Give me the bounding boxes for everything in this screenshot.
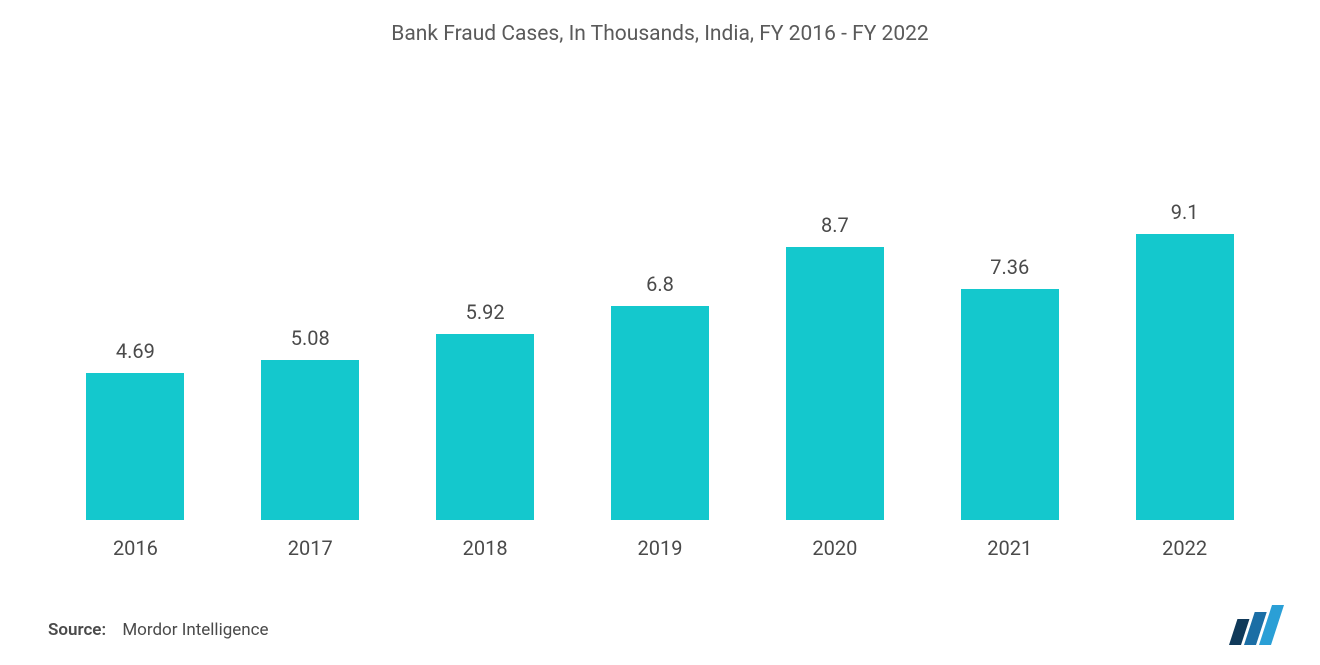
bar-value-label: 4.69	[116, 339, 155, 363]
chart-container: Bank Fraud Cases, In Thousands, India, F…	[0, 0, 1320, 665]
x-axis-label: 2020	[747, 536, 922, 560]
bar-rect	[86, 373, 184, 520]
x-axis-label: 2018	[398, 536, 573, 560]
plot-area: 4.69 5.08 5.92 6.8 8.7 7.36 9.1	[48, 80, 1272, 520]
x-axis-labels: 2016201720182019202020212022	[48, 536, 1272, 560]
x-axis-label: 2017	[223, 536, 398, 560]
bar-rect	[1136, 234, 1234, 520]
bar-value-label: 7.36	[990, 255, 1029, 279]
bar-rect	[261, 360, 359, 520]
bar-slot: 4.69	[48, 80, 223, 520]
x-axis-label: 2022	[1097, 536, 1272, 560]
source-label: Source:	[48, 620, 106, 640]
bar-slot: 7.36	[922, 80, 1097, 520]
chart-title: Bank Fraud Cases, In Thousands, India, F…	[0, 22, 1320, 46]
bar-value-label: 5.92	[466, 300, 505, 324]
bars-row: 4.69 5.08 5.92 6.8 8.7 7.36 9.1	[48, 80, 1272, 520]
source-value: Mordor Intelligence	[122, 620, 268, 640]
x-axis-label: 2021	[922, 536, 1097, 560]
bar-rect	[961, 289, 1059, 520]
bar-rect	[786, 247, 884, 520]
bar-slot: 8.7	[747, 80, 922, 520]
x-axis-label: 2016	[48, 536, 223, 560]
source-line: Source: Mordor Intelligence	[48, 620, 269, 640]
bar-slot: 9.1	[1097, 80, 1272, 520]
brand-logo-icon	[1220, 605, 1288, 645]
bar-value-label: 8.7	[821, 213, 849, 237]
bar-value-label: 6.8	[646, 272, 674, 296]
logo-bar-3	[1259, 605, 1284, 645]
bar-value-label: 9.1	[1171, 200, 1199, 224]
bar-rect	[436, 334, 534, 520]
bar-value-label: 5.08	[291, 326, 330, 350]
bar-slot: 6.8	[573, 80, 748, 520]
bar-rect	[611, 306, 709, 520]
x-axis-label: 2019	[573, 536, 748, 560]
bar-slot: 5.08	[223, 80, 398, 520]
bar-slot: 5.92	[398, 80, 573, 520]
